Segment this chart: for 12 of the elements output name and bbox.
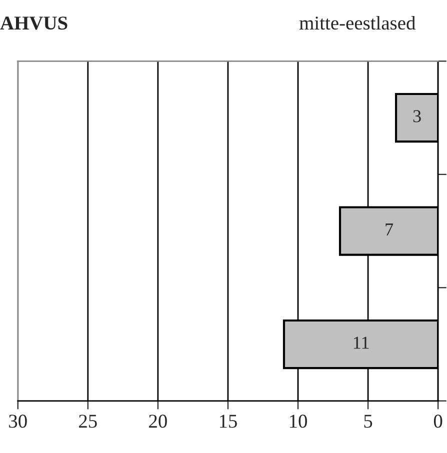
x-tick-label: 25 xyxy=(79,414,97,428)
chart-title: AHVUS xyxy=(0,16,68,30)
x-tick-label: 5 xyxy=(364,414,372,428)
data-label: 11 xyxy=(354,336,369,349)
x-tick-label: 30 xyxy=(9,414,27,428)
chart-subtitle: mitte-eestlased xyxy=(299,16,416,30)
x-tick-label: 15 xyxy=(220,414,237,428)
data-label: 3 xyxy=(413,110,421,122)
x-tick-label: 20 xyxy=(149,414,167,428)
x-tick-label: 0 xyxy=(434,414,442,428)
x-tick-label: 10 xyxy=(290,414,307,428)
data-label: 7 xyxy=(386,224,394,236)
